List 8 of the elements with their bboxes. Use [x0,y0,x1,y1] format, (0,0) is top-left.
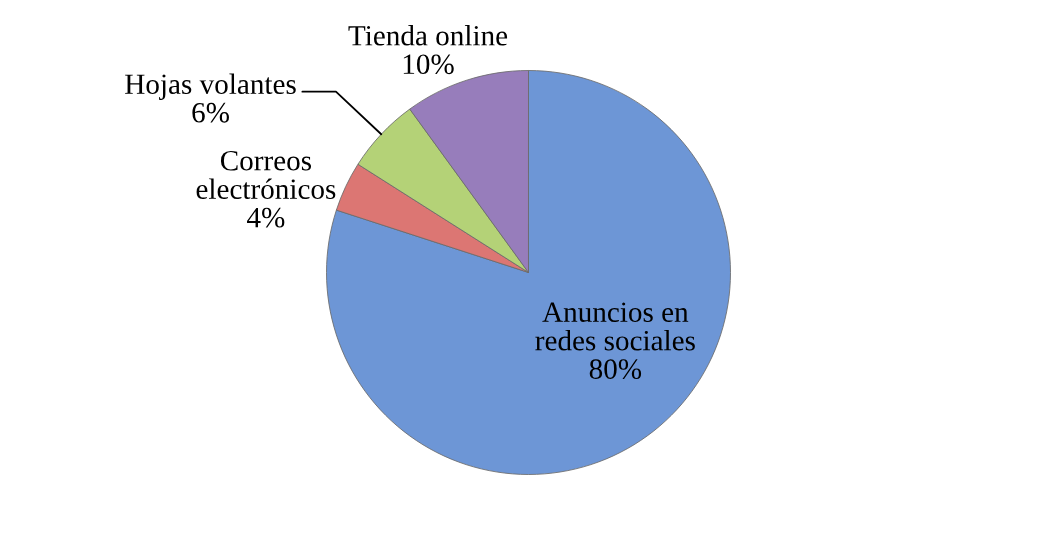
slice-label: Anuncios en redes sociales [535,302,695,351]
data-label: 6% [192,102,229,123]
slice-label: Tienda online [348,25,508,46]
slice-label: Hojas volantes [125,73,296,100]
data-label: 80% [589,359,642,380]
data-label: 10% [403,54,454,75]
slice-label: Correos electrónicos [196,150,336,199]
data-label: 4% [247,207,285,228]
